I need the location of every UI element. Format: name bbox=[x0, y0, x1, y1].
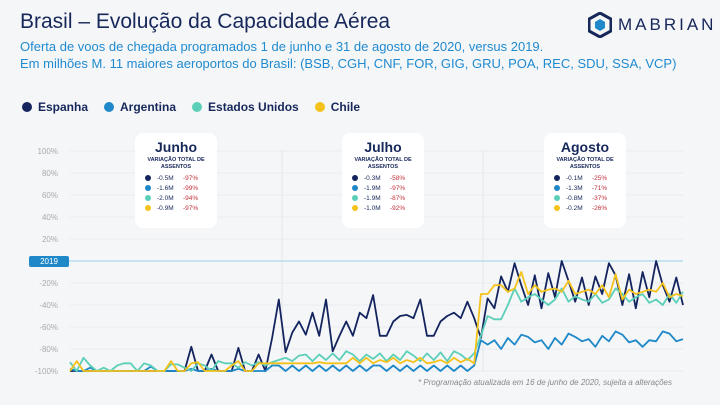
series-dot bbox=[352, 175, 358, 181]
y-tick-label: 60% bbox=[42, 191, 58, 200]
legend-espanha: Espanha bbox=[22, 100, 88, 114]
seat-change: -1.6M bbox=[157, 184, 174, 192]
summary-row: -0.3M -58% bbox=[342, 173, 424, 183]
box-label: VARIAÇÃO TOTAL DE ASSENTOS bbox=[147, 157, 205, 170]
legend-dot bbox=[314, 102, 325, 112]
y-tick-label: -20% bbox=[39, 279, 58, 288]
seat-change: -0.8M bbox=[566, 194, 583, 202]
percent-change: -94% bbox=[183, 194, 199, 202]
box-label: VARIAÇÃO TOTAL DE ASSENTOS bbox=[556, 157, 614, 170]
series-dot bbox=[145, 185, 151, 191]
summary-row: -0.8M -37% bbox=[544, 193, 626, 203]
seat-change: -0.3M bbox=[364, 174, 381, 182]
footnote: * Programação atualizada em 16 de junho … bbox=[418, 378, 672, 387]
box-label: VARIAÇÃO TOTAL DE ASSENTOS bbox=[354, 157, 412, 170]
seat-change: -0.9M bbox=[157, 204, 174, 212]
percent-change: -87% bbox=[390, 194, 406, 202]
summary-row: -1.6M -99% bbox=[135, 183, 217, 193]
y-tick-label: -80% bbox=[39, 345, 58, 354]
percent-change: -25% bbox=[592, 174, 608, 182]
seat-change: -1.0M bbox=[364, 204, 381, 212]
month-title: Junho bbox=[155, 139, 197, 155]
legend-dot bbox=[22, 102, 32, 112]
month-summary-junho: Junho VARIAÇÃO TOTAL DE ASSENTOS -0.5M -97%… bbox=[135, 133, 217, 228]
y-tick-label: 40% bbox=[42, 213, 58, 222]
legend-label: Espanha bbox=[38, 100, 89, 114]
subtitle-2: Em milhões M. 11 maiores aeroportos do B… bbox=[20, 56, 677, 71]
percent-change: -37% bbox=[592, 194, 608, 202]
series-dot bbox=[554, 205, 560, 211]
series-line-argentina bbox=[69, 330, 684, 372]
percent-change: -71% bbox=[592, 184, 608, 192]
summary-row: -0.2M -26% bbox=[544, 203, 626, 213]
summary-row: -1.9M -97% bbox=[342, 183, 424, 193]
y-tick-label: -60% bbox=[39, 323, 58, 332]
logo-text: MABRIAN bbox=[618, 15, 717, 34]
reference-2019-badge: 2019 bbox=[29, 256, 69, 267]
seat-change: -0.1M bbox=[566, 174, 583, 182]
percent-change: -97% bbox=[183, 174, 199, 182]
summary-row: -1.0M -92% bbox=[342, 203, 424, 213]
y-tick-label: 100% bbox=[38, 147, 58, 156]
series-line-espanha bbox=[70, 260, 684, 372]
series-line-estados-unidos bbox=[69, 287, 684, 372]
percent-change: -92% bbox=[390, 204, 406, 212]
series-dot bbox=[145, 205, 151, 211]
summary-row: -1.9M -87% bbox=[342, 193, 424, 203]
subtitle-1: Oferta de voos de chegada programados 1 … bbox=[20, 39, 544, 54]
legend-label: Argentina bbox=[120, 100, 177, 114]
legend-dot bbox=[192, 102, 203, 112]
legend-label: Estados Unidos bbox=[208, 100, 299, 114]
series-dot bbox=[352, 185, 358, 191]
page-title: Brasil – Evolução da Capacidade Aérea bbox=[20, 10, 391, 33]
percent-change: -26% bbox=[592, 204, 608, 212]
seat-change: -2.0M bbox=[157, 194, 174, 202]
month-summary-julho: Julho VARIAÇÃO TOTAL DE ASSENTOS -0.3M -58%… bbox=[342, 133, 424, 228]
series-dot bbox=[145, 195, 151, 201]
seat-change: -1.9M bbox=[364, 194, 381, 202]
y-tick-label: 20% bbox=[42, 235, 58, 244]
summary-row: -0.5M -97% bbox=[135, 173, 217, 183]
y-tick-label: -100% bbox=[35, 367, 58, 376]
legend-label: Chile bbox=[330, 100, 361, 114]
seat-change: -0.2M bbox=[566, 204, 583, 212]
series-dot bbox=[145, 175, 151, 181]
month-title: Julho bbox=[364, 139, 402, 155]
series-line-chile bbox=[69, 271, 684, 372]
series-dot bbox=[554, 175, 560, 181]
legend-argentina: Argentina bbox=[104, 100, 176, 114]
series-dot bbox=[352, 195, 358, 201]
legend-dot bbox=[104, 102, 115, 112]
percent-change: -97% bbox=[390, 184, 406, 192]
seat-change: -0.5M bbox=[157, 174, 174, 182]
summary-row: -1.3M -71% bbox=[544, 183, 626, 193]
seat-change: -1.3M bbox=[566, 184, 583, 192]
mabrian-logo: MABRIAN bbox=[588, 12, 716, 38]
chart-legend: Espanha Argentina Estados Unidos Chile bbox=[22, 100, 360, 114]
seat-change: -1.9M bbox=[364, 184, 381, 192]
percent-change: -97% bbox=[183, 204, 199, 212]
month-title: Agosto bbox=[560, 139, 610, 155]
summary-row: -2.0M -94% bbox=[135, 193, 217, 203]
series-dot bbox=[554, 195, 560, 201]
percent-change: -58% bbox=[390, 174, 406, 182]
summary-row: -0.9M -97% bbox=[135, 203, 217, 213]
summary-row: -0.1M -25% bbox=[544, 173, 626, 183]
hexagon-logo-icon bbox=[588, 12, 612, 38]
legend-chile: Chile bbox=[314, 100, 361, 114]
month-summary-agosto: Agosto VARIAÇÃO TOTAL DE ASSENTOS -0.1M -25… bbox=[544, 133, 626, 228]
series-dot bbox=[352, 205, 358, 211]
series-dot bbox=[554, 185, 560, 191]
y-tick-label: -40% bbox=[39, 301, 58, 310]
legend-estados-unidos: Estados Unidos bbox=[192, 100, 299, 114]
y-tick-label: 80% bbox=[42, 169, 58, 178]
percent-change: -99% bbox=[183, 184, 199, 192]
